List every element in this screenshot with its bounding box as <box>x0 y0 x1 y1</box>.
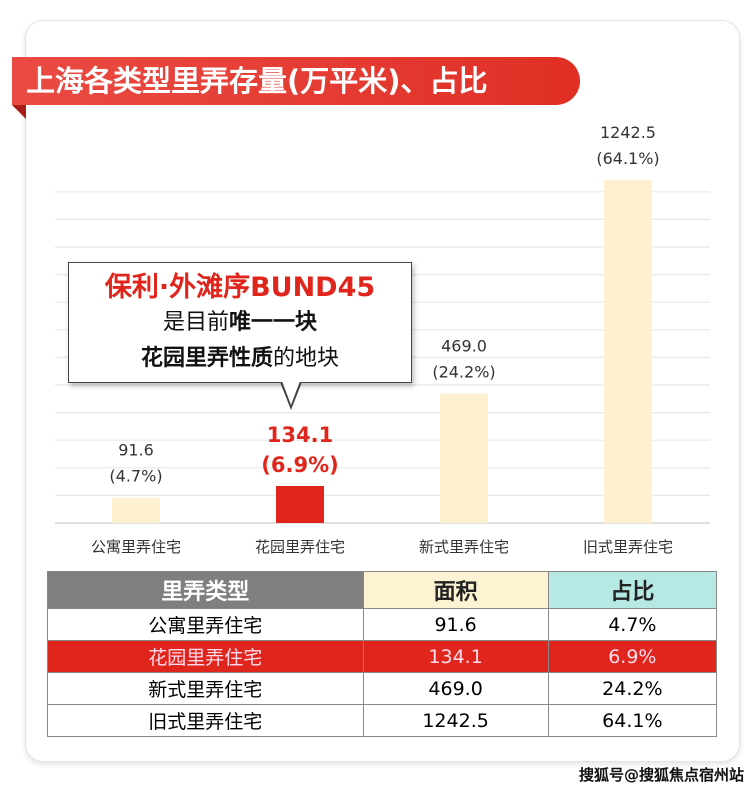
pct-label: (64.1%) <box>596 149 659 168</box>
callout-emphasis: 唯一一块 <box>229 310 318 335</box>
table-cell: 公寓里弄住宅 <box>47 608 364 641</box>
pct-label: (24.2%) <box>432 363 495 382</box>
table-row: 新式里弄住宅 469.0 24.2% <box>47 672 718 705</box>
watermark: 搜狐号@搜狐焦点宿州站 <box>578 766 744 784</box>
category-label: 新式里弄住宅 <box>419 538 509 556</box>
table-cell: 4.7% <box>547 608 718 641</box>
header-area: 面积 <box>362 571 549 609</box>
category-label: 公寓里弄住宅 <box>91 538 181 556</box>
pct-label: (4.7%) <box>109 467 162 486</box>
data-label: 1242.5 <box>600 123 656 142</box>
table-cell: 91.6 <box>362 608 549 641</box>
category-label: 旧式里弄住宅 <box>583 538 673 556</box>
table-row: 公寓里弄住宅 91.6 4.7% <box>47 608 718 641</box>
table-cell: 6.9% <box>547 640 718 673</box>
category-label: 花园里弄住宅 <box>255 538 345 556</box>
bar <box>440 393 488 523</box>
table-cell: 1242.5 <box>362 704 549 737</box>
table-cell: 新式里弄住宅 <box>47 672 364 705</box>
bar <box>112 497 160 523</box>
banner-fold <box>12 105 26 119</box>
bar-chart: 91.6 (4.7%) 公寓里弄住宅 134.1 (6.9%) 花园里弄住宅 469.0 (2… <box>55 123 710 556</box>
pct-label: (6.9%) <box>261 453 338 477</box>
callout-text: 是目前 <box>162 310 229 335</box>
table-cell: 旧式里弄住宅 <box>47 704 364 737</box>
bar <box>604 180 652 523</box>
header-type: 里弄类型 <box>47 571 364 609</box>
data-label: 91.6 <box>118 441 154 460</box>
data-label: 469.0 <box>441 337 487 356</box>
table-cell: 469.0 <box>362 672 549 705</box>
table-cell: 134.1 <box>362 640 549 673</box>
chart-title: 上海各类型里弄存量(万平米)、占比 <box>12 57 580 105</box>
bar <box>276 485 324 523</box>
callout-text: 的地块 <box>273 346 340 371</box>
callout-box: 保利·外滩序BUND45 是目前唯一一块 花园里弄性质的地块 <box>68 262 412 383</box>
callout-headline: 保利·外滩序BUND45 <box>104 272 376 303</box>
callout-pointer-fill <box>282 381 300 405</box>
table-cell: 64.1% <box>547 704 718 737</box>
table-row: 旧式里弄住宅 1242.5 64.1% <box>47 704 718 737</box>
table-cell: 24.2% <box>547 672 718 705</box>
table-row: 花园里弄住宅 134.1 6.9% <box>47 640 718 673</box>
header-share: 占比 <box>547 571 718 609</box>
table-cell: 花园里弄住宅 <box>47 640 364 673</box>
callout-emphasis: 花园里弄性质 <box>140 346 273 371</box>
data-table: 里弄类型 面积 占比 公寓里弄住宅 91.6 4.7% 花园里弄住宅 134.1 6.9%… <box>47 571 718 737</box>
data-label: 134.1 <box>267 423 333 447</box>
